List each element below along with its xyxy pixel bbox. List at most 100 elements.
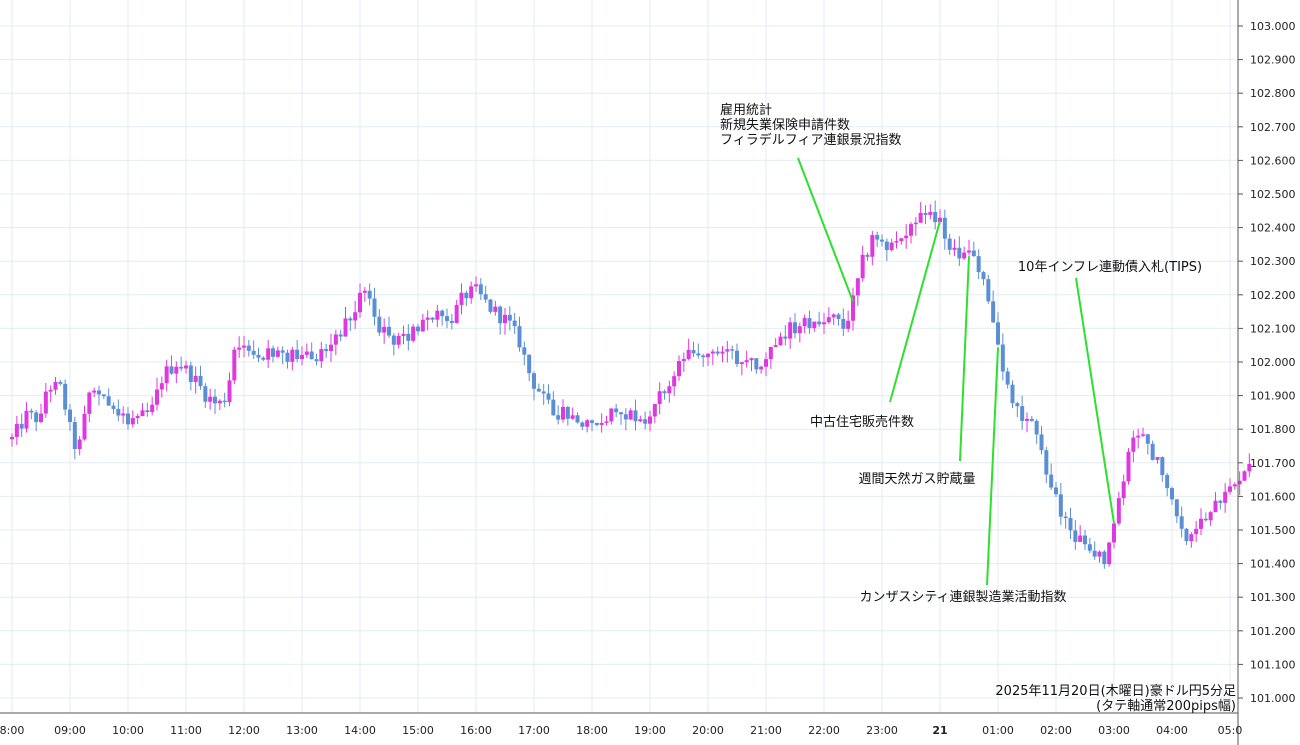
candle-body — [333, 334, 338, 345]
candle-body — [594, 422, 599, 425]
annotation-pointer-line — [797, 157, 854, 302]
candle-body — [652, 404, 657, 417]
candle-body — [1044, 450, 1049, 475]
time-tick-label: 04:00 — [1156, 724, 1188, 737]
candle-body — [367, 290, 372, 299]
candle-body — [164, 366, 169, 384]
time-tick-label: 22:00 — [808, 724, 840, 737]
price-tick-label: 102.500 — [1250, 188, 1296, 201]
candle-body — [68, 409, 72, 423]
price-tick-label: 101.600 — [1250, 490, 1296, 503]
candle-body — [401, 333, 406, 336]
candle-body — [304, 351, 309, 355]
candle-body — [967, 250, 971, 253]
candle-body — [1228, 486, 1232, 492]
candle-body — [788, 322, 793, 339]
candle-body — [865, 254, 870, 257]
time-tick-label: 14:00 — [344, 724, 376, 737]
candle-body — [512, 320, 517, 327]
candle-body — [14, 423, 19, 437]
annotation-pointer-line — [889, 220, 941, 403]
candle-body — [797, 326, 802, 334]
candle-body — [768, 346, 773, 360]
candle-body — [1208, 512, 1213, 521]
candle-body — [396, 335, 401, 345]
candle-body — [836, 314, 841, 319]
candle-body — [87, 392, 92, 414]
candle-body — [503, 314, 507, 324]
candle-body — [802, 318, 807, 327]
candle-body — [1145, 434, 1150, 444]
price-tick-label: 102.000 — [1250, 356, 1296, 369]
time-tick-label: 21:00 — [750, 724, 782, 737]
candle-body — [435, 310, 440, 320]
time-tick-label: 15:00 — [402, 724, 434, 737]
price-tick-label: 101.500 — [1250, 524, 1296, 537]
time-tick-label: 8:00 — [0, 724, 24, 737]
candle-body — [783, 336, 788, 339]
price-tick-label: 102.800 — [1250, 87, 1296, 100]
candle-body — [232, 349, 237, 381]
price-tick-label: 102.400 — [1250, 222, 1296, 235]
candle-body — [1063, 516, 1068, 519]
candle-body — [793, 322, 797, 334]
time-tick-label: 12:00 — [228, 724, 260, 737]
candle-body — [933, 211, 938, 223]
candle-body — [764, 359, 768, 367]
candle-body — [706, 353, 710, 358]
candle-body — [203, 386, 208, 402]
candle-body — [773, 345, 778, 347]
candle-body — [996, 322, 1000, 345]
candle-body — [604, 421, 609, 423]
candle-body — [1150, 443, 1155, 460]
candles — [10, 200, 1252, 569]
candle-body — [53, 381, 58, 390]
candle-body — [986, 279, 991, 302]
candle-body — [358, 292, 362, 313]
candle-body — [246, 345, 251, 351]
candle-body — [1092, 550, 1097, 557]
price-tick-label: 103.000 — [1250, 20, 1296, 33]
candle-body — [913, 222, 918, 225]
price-tick-label: 101.700 — [1250, 457, 1296, 470]
candle-body — [222, 400, 227, 403]
candle-body — [1189, 534, 1194, 542]
candle-body — [701, 355, 706, 358]
candle-body — [416, 326, 420, 332]
candle-body — [899, 238, 904, 242]
candle-body — [609, 408, 614, 422]
candle-body — [739, 362, 744, 365]
candle-body — [1141, 434, 1145, 436]
candle-body — [875, 235, 880, 240]
time-tick-label: 05:0 — [1218, 724, 1243, 737]
candle-body — [522, 347, 527, 355]
candle-body — [1107, 542, 1112, 565]
candle-body — [681, 359, 686, 362]
candle-body — [556, 415, 561, 420]
candle-body — [43, 391, 48, 414]
candle-body — [1126, 451, 1131, 482]
candle-body — [1232, 484, 1237, 487]
candle-body — [754, 358, 759, 370]
price-tick-label: 102.900 — [1250, 54, 1296, 67]
candle-body — [198, 375, 203, 387]
candle-body — [92, 390, 97, 393]
candle-body — [546, 393, 551, 400]
candle-body — [812, 321, 817, 329]
candle-body — [126, 413, 130, 425]
candle-body — [730, 349, 735, 351]
candle-body — [551, 399, 556, 416]
candle-body — [454, 304, 459, 323]
candle-body — [561, 406, 565, 420]
candle-body — [116, 408, 121, 416]
candle-body — [1087, 544, 1092, 551]
price-tick-label: 101.200 — [1250, 625, 1296, 638]
candle-body — [628, 410, 633, 420]
candle-body — [889, 242, 894, 251]
candle-body — [1170, 488, 1174, 500]
candle-body — [1058, 494, 1063, 517]
candle-body — [976, 256, 981, 273]
candle-body — [174, 366, 179, 374]
candle-body — [237, 347, 242, 350]
candle-body — [527, 354, 532, 374]
